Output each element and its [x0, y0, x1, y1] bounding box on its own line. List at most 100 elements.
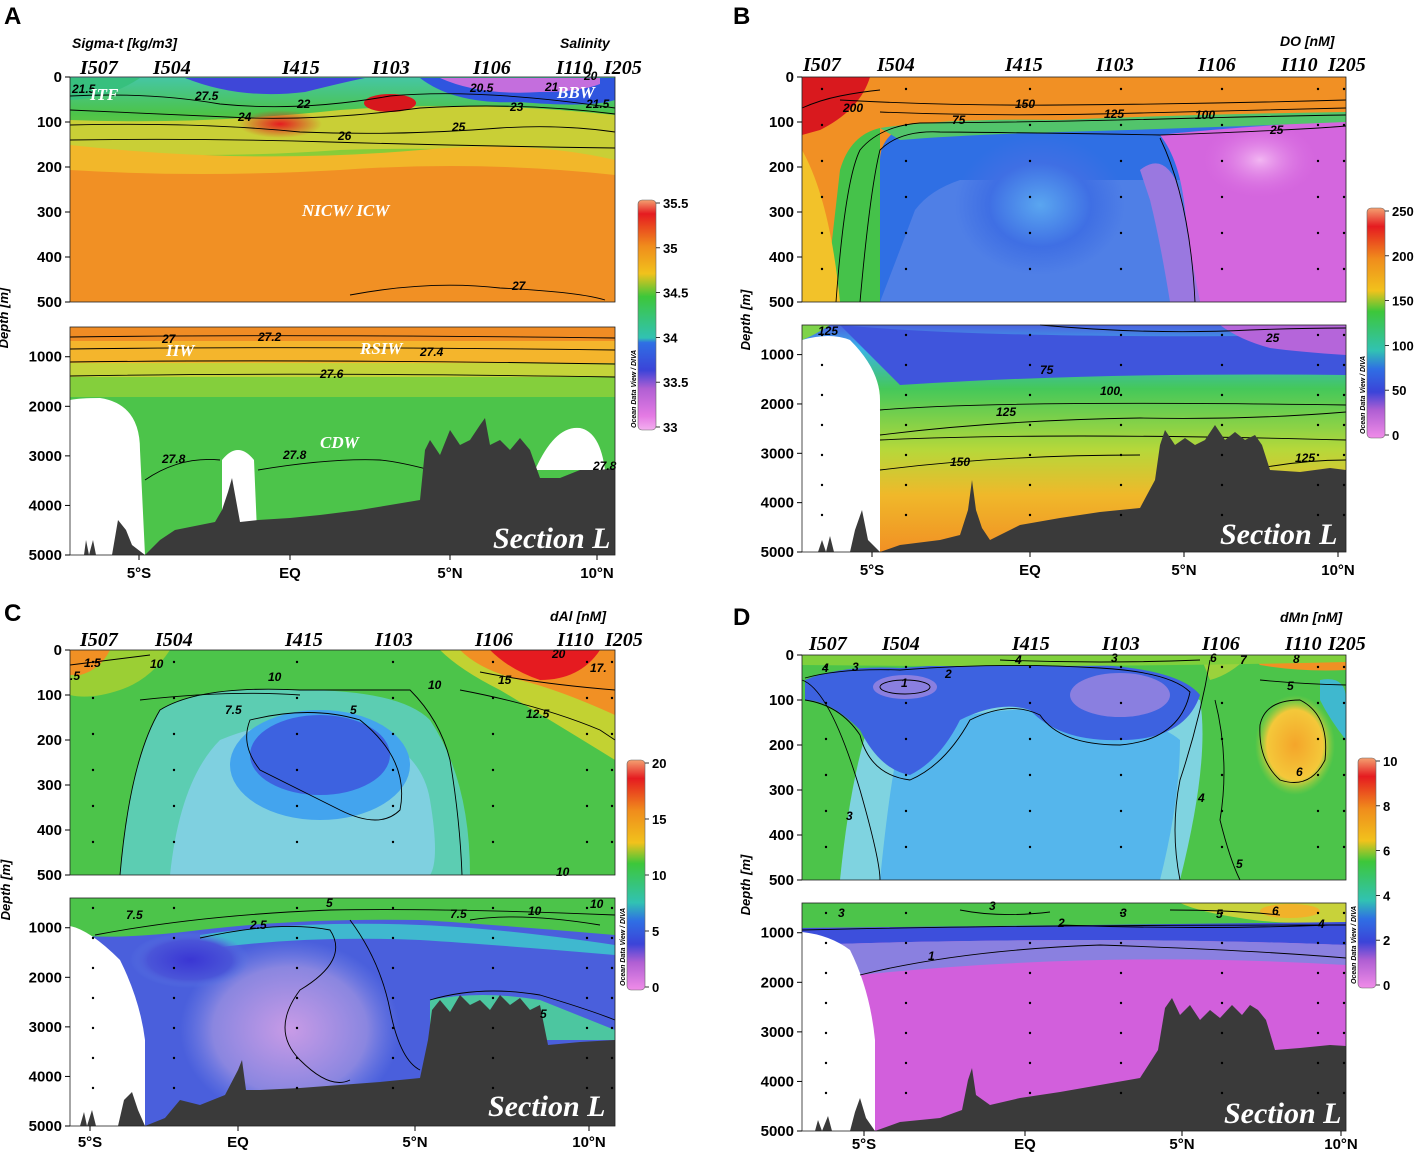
sample-dot: [1119, 701, 1123, 705]
panel-b-upper-plot: 200 150 125 100 75 25: [801, 77, 1347, 303]
y-tick-label: 1000: [761, 347, 794, 364]
sample-dot: [610, 660, 614, 664]
sample-dot: [904, 1031, 908, 1035]
y-tick-label: 100: [769, 114, 794, 131]
y-tick-label: 2000: [761, 396, 794, 413]
odv-credit: Ocean Data View / DIVA: [631, 350, 638, 428]
contour-label: 125: [1295, 451, 1315, 465]
sample-dot: [1316, 911, 1320, 915]
sample-dot: [172, 906, 176, 910]
contour-label: 5: [350, 703, 357, 717]
contour-label: 10: [590, 897, 604, 911]
sample-dot: [904, 333, 908, 337]
sample-dot: [1119, 971, 1123, 975]
panel-d-title: dMn [nM]: [1280, 609, 1344, 625]
sample-dot: [1220, 1061, 1224, 1065]
sample-dot: [824, 773, 828, 777]
y-tick-label: 2000: [29, 398, 62, 415]
sample-dot: [610, 936, 614, 940]
contour-label: 125: [996, 405, 1016, 419]
sample-dot: [585, 996, 589, 1000]
sample-dot: [1220, 1001, 1224, 1005]
sample-dot: [1220, 809, 1224, 813]
sample-dot: [91, 768, 95, 772]
sample-dot: [491, 696, 495, 700]
sample-dot: [1342, 483, 1346, 487]
y-tick-label: 500: [769, 872, 794, 889]
panel-c-colorbar: 20 15 10 5 0 Ocean Data View / DIVA: [620, 756, 666, 995]
x-tick-label: EQ: [227, 1134, 249, 1151]
section-label: Section L: [1224, 1097, 1342, 1130]
y-axis-label: Depth [m]: [0, 287, 11, 348]
sample-dot: [904, 159, 908, 163]
x-tick-label: EQ: [1019, 562, 1041, 579]
sample-dot: [610, 1056, 614, 1060]
contour-label: 7.5: [126, 908, 143, 922]
y-axis-label: Depth [m]: [738, 289, 753, 350]
station-label: I110: [1280, 54, 1318, 76]
y-tick-label: 5000: [761, 1123, 794, 1140]
sample-dot: [824, 1031, 828, 1035]
contour-label: 3: [846, 809, 853, 823]
sample-dot: [491, 1056, 495, 1060]
contour-label: 27.5: [194, 89, 219, 103]
sample-dot: [820, 483, 824, 487]
x-tick-label: 5°N: [1169, 1136, 1194, 1153]
sample-dot: [1028, 513, 1032, 517]
sample-dot: [1028, 845, 1032, 849]
sample-dot: [1220, 737, 1224, 741]
sample-dot: [1316, 773, 1320, 777]
sample-dot: [824, 845, 828, 849]
panel-c-axes: 0 100 200 300 400 500 1000 2000 3000 4000 5000 5°S E…: [0, 642, 616, 1151]
sample-dot: [610, 996, 614, 1000]
sample-dot: [824, 911, 828, 915]
station-label: I103: [1095, 54, 1134, 76]
sample-dot: [610, 906, 614, 910]
water-mass-label: IIW: [165, 341, 196, 360]
panel-d-axes: 0 100 200 300 400 500 1000 2000 3000 4000 5000 5°S E…: [738, 647, 1358, 1153]
sample-dot: [491, 1086, 495, 1090]
sample-dot: [491, 840, 495, 844]
sample-dot: [610, 732, 614, 736]
sample-dot: [1119, 737, 1123, 741]
sample-dot: [491, 1026, 495, 1030]
contour-label: 8: [1293, 652, 1300, 666]
sample-dot: [610, 966, 614, 970]
colorbar-tick-label: 5: [652, 924, 659, 939]
panel-a-lower-plot: 27 27.2 27.4 27.6 27.8 27.8 27.8 IIW RSI…: [69, 327, 617, 555]
sample-dot: [1342, 737, 1346, 741]
lower-plot-frame: [69, 326, 616, 556]
x-tick-label: 10°N: [580, 565, 614, 582]
y-tick-label: 400: [37, 249, 62, 266]
sample-dot: [172, 660, 176, 664]
sample-dot: [904, 971, 908, 975]
sample-dot: [585, 804, 589, 808]
lower-plot-frame: [69, 897, 616, 1127]
sample-dot: [295, 1056, 299, 1060]
contour-label: 3: [1111, 651, 1118, 665]
panel-a-letter: A: [4, 3, 21, 30]
contour-label: 12.5: [526, 707, 550, 721]
sample-dot: [1342, 423, 1346, 427]
sample-dot: [1342, 159, 1346, 163]
sample-dot: [1342, 809, 1346, 813]
sample-dot: [1119, 231, 1123, 235]
y-tick-label: 500: [769, 294, 794, 311]
contour-label: 4: [1197, 791, 1205, 805]
sample-dot: [1028, 123, 1032, 127]
y-tick-label: 200: [769, 159, 794, 176]
panel-a-colorbar-ticks: 35.5 35 34.5 34 33.5 33: [656, 196, 688, 435]
sample-dot: [610, 768, 614, 772]
station-label: I205: [603, 57, 642, 79]
sample-dot: [295, 936, 299, 940]
contour-label: 6: [1272, 904, 1279, 918]
sample-dot: [585, 1056, 589, 1060]
colorbar-tick-label: 0: [652, 980, 659, 995]
y-tick-label: 400: [769, 827, 794, 844]
sample-dot: [820, 231, 824, 235]
sample-dot: [1342, 123, 1346, 127]
sample-dot: [1220, 701, 1224, 705]
sample-dot: [91, 1026, 95, 1030]
contour-label: 6: [1296, 765, 1303, 779]
contour-label: 125: [818, 324, 838, 338]
